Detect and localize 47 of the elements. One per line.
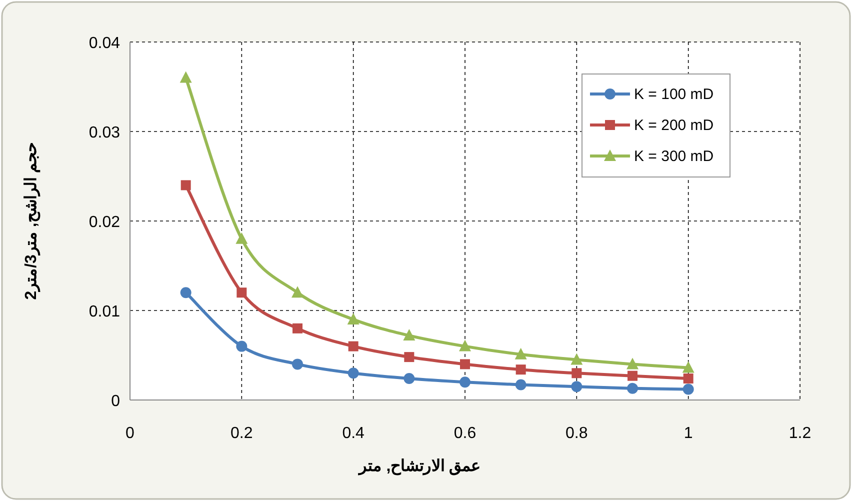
point (180, 287, 192, 298)
x-tick-label: 1.2 (788, 425, 812, 442)
point (403, 329, 416, 341)
point (180, 180, 191, 190)
point (627, 382, 638, 394)
point (460, 359, 470, 370)
y-tick-label: 0.04 (88, 35, 120, 52)
point (459, 340, 471, 352)
point (180, 71, 192, 83)
x-tick-label: 0.4 (342, 425, 365, 442)
point (460, 376, 470, 388)
x-tick-label: 0 (126, 425, 135, 442)
legend-label: K = 100 mD (634, 86, 714, 103)
point (236, 288, 247, 298)
legend-label: K = 200 mD (634, 117, 714, 134)
legend-label: K = 300 mD (634, 148, 714, 165)
y-tick-label: 0.02 (88, 214, 120, 231)
point (570, 353, 583, 365)
point (628, 370, 638, 381)
point (236, 232, 248, 244)
y-tick-label: 0.01 (88, 304, 120, 320)
point (683, 374, 694, 384)
point (404, 352, 414, 362)
point (348, 341, 358, 352)
point (682, 361, 694, 373)
x-tick-label: 1 (684, 425, 693, 442)
point (292, 323, 302, 334)
point (292, 358, 303, 370)
point (292, 286, 304, 298)
point (404, 373, 415, 384)
x-tick-label: 0.2 (230, 425, 253, 442)
point (516, 364, 526, 375)
point (348, 368, 359, 379)
point (236, 340, 248, 352)
point (682, 384, 694, 395)
x-tick-label: 0.6 (454, 425, 476, 442)
point (515, 379, 526, 390)
point (626, 358, 638, 370)
x-tick-label: 0.8 (566, 425, 588, 442)
point (572, 368, 582, 378)
point (571, 381, 582, 392)
point (514, 348, 527, 360)
y-axis-title: حجم الراشح, متر3/متر2 (23, 142, 41, 300)
x-axis-title: عمق الارتشاح, متر (358, 458, 482, 476)
y-tick-label: 0.03 (88, 124, 120, 142)
point (347, 312, 360, 324)
y-tick-label: 0 (111, 393, 120, 410)
